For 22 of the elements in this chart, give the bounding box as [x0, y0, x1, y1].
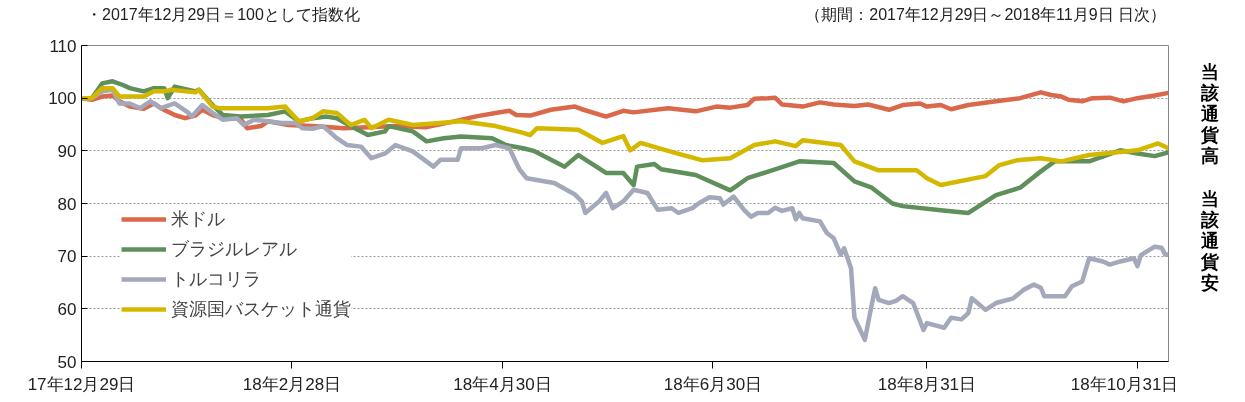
legend-label: ブラジルレアル [171, 238, 297, 261]
line-series [81, 85, 1169, 188]
y-tick-label: 110 [49, 36, 77, 56]
y-tick-label: 60 [57, 299, 77, 319]
legend-label: 資源国バスケット通貨 [171, 298, 351, 321]
x-tick-label: 18年6月30日 [663, 374, 763, 394]
x-tick-label: 18年2月28日 [242, 374, 342, 394]
chart-title: ・2017年12月29日＝100として指数化 [86, 5, 360, 25]
text: 当該通貨高 [1200, 62, 1220, 167]
x-tick-label: 18年4月30日 [453, 374, 552, 394]
x-tick-label: 18年10月31日 [1070, 374, 1179, 394]
chart-subtitle: （期間：2017年12月29日～2018年11月9日 日次） [805, 5, 1166, 25]
y-tick-label: 100 [48, 89, 77, 109]
y-tick-label: 90 [57, 141, 77, 161]
y-tick-label: 50 [57, 352, 77, 372]
legend-label: 米ドル [171, 208, 225, 231]
legend-label: トルコリラ [171, 268, 261, 291]
y-tick-label: 80 [57, 194, 77, 214]
text: 当該通貨安 [1200, 189, 1220, 294]
y-tick-label: 70 [57, 247, 77, 267]
x-tick-label: 18年8月31日 [877, 374, 977, 394]
x-tick-label: 17年12月29日 [27, 374, 136, 394]
